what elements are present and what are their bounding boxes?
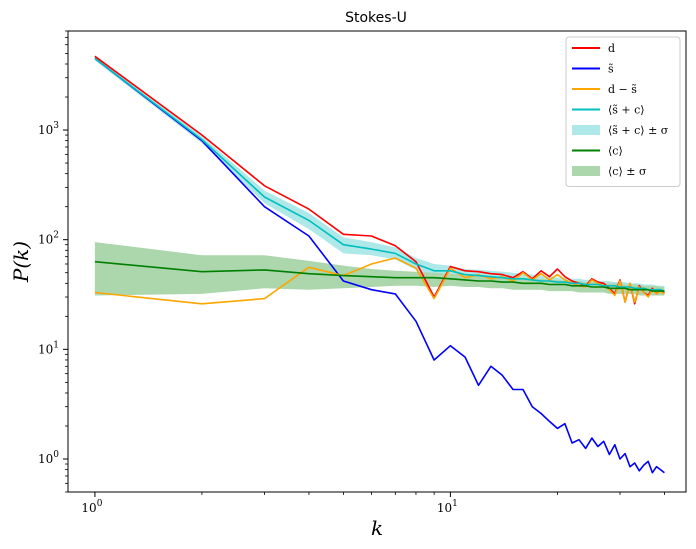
legend-swatch [572, 166, 600, 176]
chart-title: Stokes-U [345, 10, 407, 26]
legend-box [565, 36, 681, 187]
series-line-2 [94, 57, 665, 474]
x-tick-label: 100 [81, 499, 102, 515]
plot-frame [67, 30, 687, 493]
band-1 [94, 55, 665, 296]
y-axis-label: P(k) [9, 241, 33, 283]
legend-label: s̃ [608, 63, 614, 76]
series-line-3 [94, 257, 665, 305]
band-2 [94, 242, 665, 296]
legend-label: d − s̃ [608, 83, 637, 96]
legend-swatch [572, 125, 600, 135]
y-tick-label: 102 [38, 231, 59, 247]
plot-area [94, 55, 665, 474]
x-axis: 100 101 [81, 492, 665, 515]
series-lines [94, 55, 665, 474]
legend-label: ⟨s̃ + c⟩ [608, 104, 645, 117]
x-axis-label: k [371, 516, 383, 540]
y-tick-label: 100 [38, 450, 59, 466]
legend-label: ⟨c⟩ [608, 145, 623, 158]
confidence-bands [94, 55, 665, 296]
y-tick-label: 103 [38, 121, 59, 137]
y-tick-label: 101 [38, 340, 59, 356]
legend-label: d [608, 42, 615, 55]
y-axis: 100 101 102 103 [38, 30, 68, 493]
legend: d s̃ d − s̃ ⟨s̃ + c⟩ ⟨s̃ + c⟩ ± σ ⟨c⟩ ⟨c⟩ ± σ [565, 36, 681, 187]
legend-label: ⟨s̃ + c⟩ ± σ [608, 124, 669, 137]
x-tick-label: 101 [437, 499, 458, 515]
series-line-4 [94, 57, 665, 292]
legend-label: ⟨c⟩ ± σ [608, 165, 647, 178]
series-line-5 [94, 260, 665, 292]
